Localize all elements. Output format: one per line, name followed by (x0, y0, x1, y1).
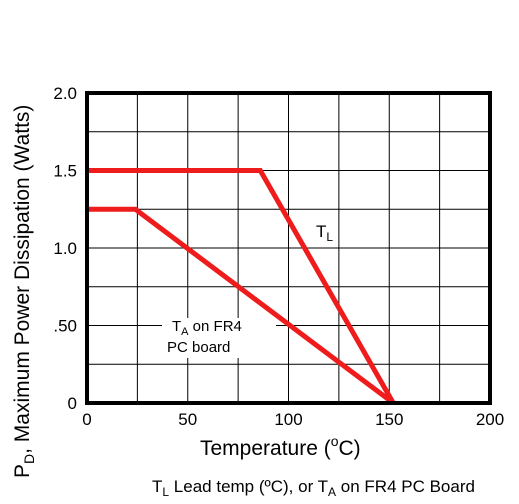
x-axis-label: Temperature (oC) (200, 433, 361, 460)
y-tick-label: 2.0 (53, 84, 77, 103)
y-tick-labels: 0 .50 1.0 1.5 2.0 (53, 84, 77, 413)
caption-t1: T (152, 477, 162, 496)
x-tick-label: 150 (375, 410, 403, 429)
series-label-tl-t: T (316, 222, 326, 241)
y-tick-label: .50 (53, 317, 77, 336)
series-label-ta-bg (162, 318, 276, 358)
caption-mid: Lead temp (ºC), or T (169, 477, 328, 496)
y-tick-label: 1.5 (53, 162, 77, 181)
series-label-ta: TA on FR4 (172, 318, 242, 338)
x-tick-labels: 0 50 100 150 200 (82, 410, 504, 429)
series-label-ta-line2: PC board (167, 339, 230, 356)
y-axis-label: PD, Maximum Power Dissipation (Watts) (11, 105, 37, 478)
y-axis-label-rest: , Maximum Power Dissipation (Watts) (11, 105, 34, 454)
plot-frame (85, 91, 492, 405)
series-line-0 (87, 168, 396, 405)
chart-caption: TL Lead temp (ºC), or TA on FR4 PC Board (152, 477, 475, 499)
series-label-ta-sub: A (181, 326, 189, 338)
series-label-tl: TL (316, 222, 333, 244)
series-label-tl-sub: L (326, 230, 333, 244)
series-line-1 (87, 206, 395, 405)
x-axis-label-post: C) (339, 437, 361, 460)
y-axis-label-p: P (11, 464, 34, 478)
x-tick-label: 0 (82, 410, 91, 429)
x-tick-label: 50 (178, 410, 197, 429)
caption-post: on FR4 PC Board (336, 477, 475, 496)
caption-sub2: A (328, 485, 336, 499)
y-tick-label: 0 (68, 394, 77, 413)
x-tick-label: 100 (274, 410, 302, 429)
x-axis-label-sup: o (331, 433, 339, 449)
x-axis-label-pre: Temperature ( (200, 437, 331, 460)
series-layer (87, 168, 396, 405)
x-tick-label: 200 (476, 410, 504, 429)
caption-sub1: L (162, 485, 169, 499)
y-tick-label: 1.0 (53, 239, 77, 258)
series-label-ta-rest: on FR4 (189, 318, 242, 335)
y-axis-label-sub: D (21, 454, 37, 464)
series-label-ta-t: T (172, 318, 181, 335)
grid-lines (87, 93, 490, 403)
